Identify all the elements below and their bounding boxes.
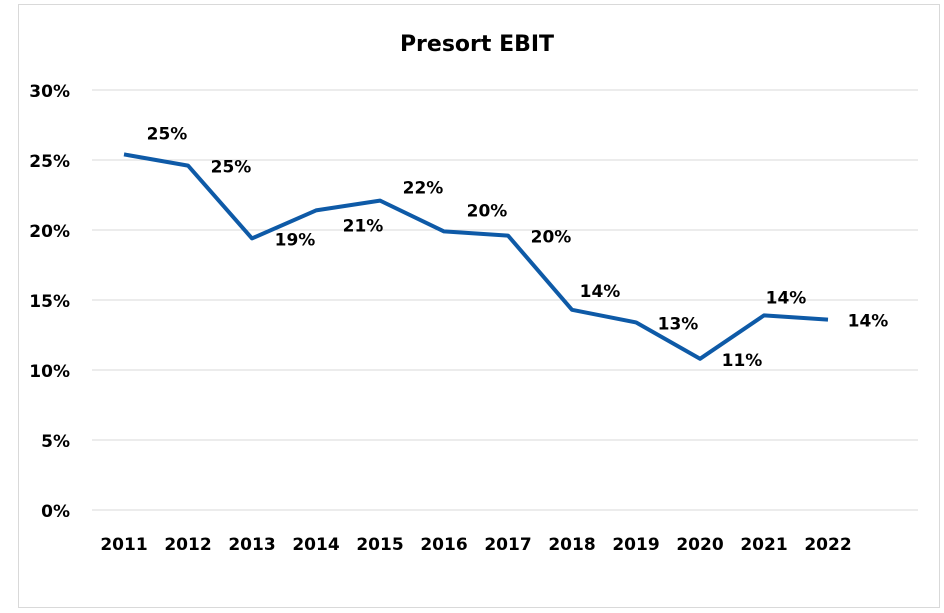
data-label: 22% [403, 179, 444, 199]
y-tick-label: 30% [29, 82, 70, 102]
data-label: 25% [211, 158, 252, 178]
y-tick-label: 0% [41, 502, 70, 522]
data-label: 14% [766, 288, 807, 308]
y-tick-label: 5% [41, 432, 70, 452]
x-tick-label: 2017 [484, 535, 531, 555]
y-tick-label: 20% [29, 222, 70, 242]
x-tick-label: 2022 [804, 535, 851, 555]
data-label: 19% [275, 230, 316, 250]
line [123, 152, 829, 361]
chart-frame [18, 4, 940, 608]
x-tick-label: 2013 [228, 535, 275, 555]
data-label: 25% [147, 124, 188, 144]
x-tick-label: 2019 [612, 535, 659, 555]
data-label: 20% [531, 228, 572, 248]
data-label: 21% [343, 216, 384, 236]
y-tick-label: 15% [29, 292, 70, 312]
x-tick-label: 2021 [740, 535, 787, 555]
x-tick-label: 2016 [420, 535, 467, 555]
x-tick-label: 2015 [356, 535, 403, 555]
y-tick-label: 10% [29, 362, 70, 382]
x-tick-label: 2018 [548, 535, 595, 555]
data-label: 14% [848, 312, 889, 332]
chart-title: Presort EBIT [400, 32, 554, 57]
data-label: 13% [658, 314, 699, 334]
x-tick-label: 2020 [676, 535, 723, 555]
x-tick-label: 2014 [292, 535, 339, 555]
x-tick-label: 2012 [164, 535, 211, 555]
x-tick-label: 2011 [100, 535, 147, 555]
data-label: 11% [722, 351, 763, 371]
y-tick-label: 25% [29, 152, 70, 172]
data-label: 20% [467, 201, 508, 221]
data-label: 14% [580, 282, 621, 302]
